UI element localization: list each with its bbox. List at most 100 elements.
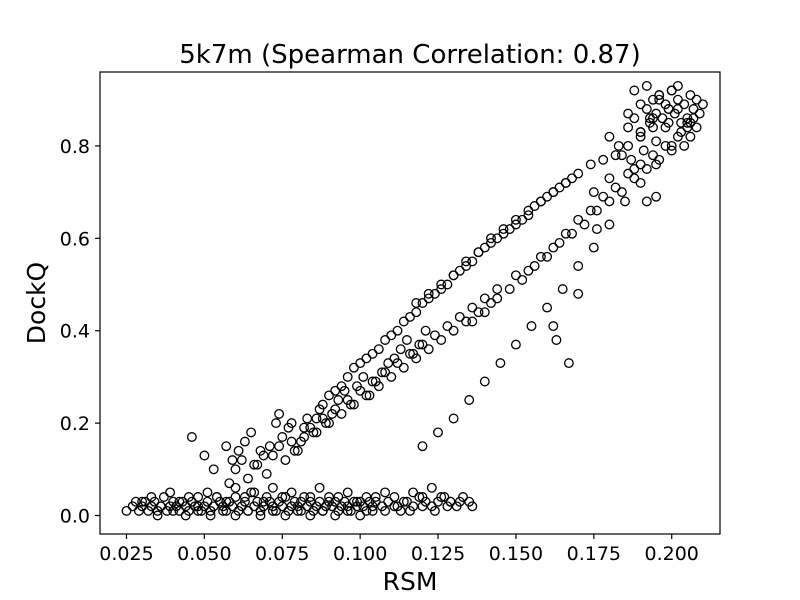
data-point bbox=[211, 492, 222, 502]
data-point bbox=[401, 496, 412, 507]
data-point bbox=[454, 265, 465, 276]
data-point bbox=[486, 298, 496, 308]
data-point bbox=[417, 298, 428, 308]
data-point bbox=[255, 445, 266, 456]
data-point bbox=[492, 284, 503, 295]
data-point bbox=[314, 482, 325, 493]
data-point bbox=[246, 427, 257, 438]
data-point bbox=[305, 492, 316, 502]
data-point bbox=[324, 418, 334, 429]
data-point bbox=[140, 496, 151, 507]
data-point bbox=[286, 436, 297, 447]
data-point bbox=[676, 127, 687, 138]
data-point bbox=[137, 496, 148, 507]
x-tick-label: 0.050 bbox=[177, 543, 231, 565]
data-point bbox=[317, 399, 328, 410]
data-point bbox=[651, 159, 662, 170]
data-point bbox=[682, 117, 693, 128]
data-point bbox=[691, 94, 702, 105]
data-point bbox=[448, 325, 459, 336]
data-point bbox=[420, 325, 431, 336]
data-point bbox=[227, 455, 238, 466]
data-point bbox=[510, 219, 521, 230]
data-point bbox=[292, 445, 303, 456]
data-point bbox=[361, 353, 372, 364]
data-point bbox=[604, 196, 615, 207]
data-point bbox=[224, 478, 235, 489]
data-point bbox=[585, 205, 596, 216]
data-point bbox=[526, 321, 537, 332]
data-point bbox=[548, 242, 559, 253]
data-point bbox=[433, 427, 443, 438]
data-point bbox=[392, 358, 403, 369]
data-point bbox=[629, 113, 640, 124]
data-point bbox=[221, 496, 232, 507]
data-point bbox=[554, 237, 565, 248]
data-point bbox=[648, 94, 658, 105]
data-point bbox=[442, 321, 453, 332]
data-point bbox=[345, 505, 356, 516]
data-point bbox=[199, 450, 210, 461]
data-point bbox=[180, 510, 191, 521]
data-point bbox=[548, 321, 559, 332]
data-point bbox=[604, 131, 615, 142]
data-point bbox=[517, 274, 528, 285]
x-tick-label: 0.075 bbox=[255, 543, 309, 565]
data-point bbox=[361, 505, 372, 516]
data-point bbox=[267, 450, 278, 461]
y-tick-label: 0.6 bbox=[60, 228, 90, 250]
data-point bbox=[573, 261, 584, 271]
x-tick-label: 0.025 bbox=[99, 543, 153, 565]
data-point bbox=[258, 496, 269, 507]
data-point bbox=[193, 501, 204, 512]
data-point bbox=[405, 311, 415, 322]
data-point bbox=[289, 445, 300, 456]
data-point bbox=[411, 307, 422, 318]
data-point bbox=[258, 501, 269, 512]
data-point bbox=[305, 496, 316, 507]
data-point bbox=[454, 496, 465, 507]
data-point bbox=[342, 371, 353, 382]
x-tick-label: 0.175 bbox=[567, 543, 621, 565]
data-point bbox=[635, 131, 646, 142]
data-point bbox=[629, 173, 640, 184]
data-point bbox=[342, 487, 353, 498]
y-tick-label: 0.8 bbox=[60, 136, 90, 158]
data-point bbox=[205, 510, 216, 521]
data-point bbox=[417, 441, 428, 452]
data-point bbox=[243, 473, 253, 484]
data-point bbox=[523, 265, 534, 276]
data-point bbox=[239, 436, 250, 447]
data-point bbox=[473, 247, 484, 258]
data-point bbox=[666, 85, 677, 96]
data-point bbox=[193, 492, 204, 502]
data-point bbox=[461, 256, 472, 267]
data-point bbox=[208, 464, 219, 475]
data-point bbox=[436, 279, 447, 290]
data-point bbox=[663, 104, 674, 114]
data-point bbox=[355, 385, 366, 396]
data-point bbox=[492, 233, 503, 244]
data-point bbox=[495, 358, 506, 369]
data-point bbox=[398, 316, 409, 327]
data-point bbox=[429, 330, 440, 341]
data-point bbox=[439, 492, 450, 502]
data-point bbox=[299, 432, 310, 442]
data-point bbox=[448, 413, 459, 424]
data-point bbox=[355, 358, 366, 369]
x-tick-label: 0.125 bbox=[411, 543, 465, 565]
x-tick-label: 0.200 bbox=[645, 543, 699, 565]
data-point bbox=[249, 459, 260, 470]
data-point bbox=[672, 94, 683, 105]
data-point bbox=[623, 122, 634, 133]
data-point bbox=[461, 261, 472, 271]
data-point bbox=[414, 492, 425, 502]
data-point bbox=[535, 196, 546, 207]
data-point bbox=[267, 505, 278, 516]
data-point bbox=[504, 284, 515, 295]
data-point bbox=[567, 173, 577, 184]
data-point bbox=[666, 140, 677, 151]
data-point bbox=[510, 339, 521, 350]
data-point bbox=[405, 348, 415, 359]
data-point bbox=[367, 376, 378, 387]
